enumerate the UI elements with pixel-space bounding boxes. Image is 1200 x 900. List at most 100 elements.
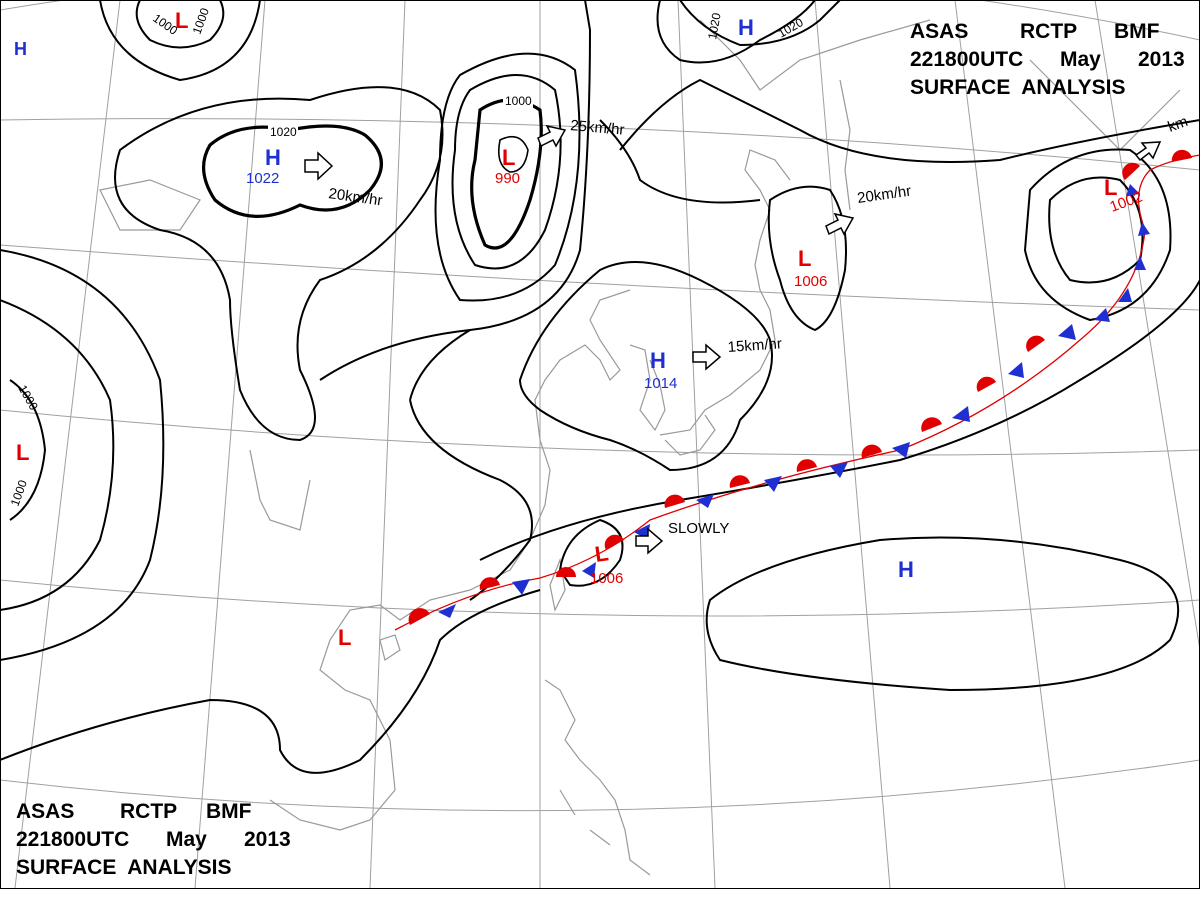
speed-korea-high: 15km/hr bbox=[727, 335, 782, 356]
warm-bump bbox=[604, 534, 624, 550]
coastline-philippines bbox=[544, 679, 651, 876]
warm-bump bbox=[1171, 149, 1192, 162]
cold-triangle bbox=[1008, 362, 1024, 378]
isobar-long-north bbox=[319, 0, 592, 381]
low-hokkaido-pressure: 1006 bbox=[794, 273, 827, 290]
warm-bump bbox=[796, 459, 817, 472]
speed-mongolia-low: 25km/hr bbox=[570, 117, 625, 139]
low-southchina-symbol: L bbox=[338, 625, 351, 650]
warm-front-bumps bbox=[408, 149, 1192, 625]
isobar-mongolia-inner bbox=[497, 135, 529, 173]
isobar-north-top bbox=[656, 0, 816, 64]
movement-arrows bbox=[304, 124, 1162, 555]
isobar-west-long bbox=[0, 249, 165, 661]
footer-line1-a: ASAS bbox=[16, 800, 74, 823]
longitude-line bbox=[369, 0, 406, 889]
isobar-label: 1000 bbox=[15, 383, 41, 413]
coastline-kyushu bbox=[664, 414, 716, 456]
high-topright-symbol: H bbox=[738, 15, 754, 40]
arrow-china-high bbox=[304, 151, 334, 181]
speed-china-high: 20km/hr bbox=[327, 185, 383, 209]
low-taiwan-symbol: L bbox=[593, 540, 610, 567]
cold-triangle bbox=[582, 562, 596, 578]
warm-bump bbox=[479, 577, 500, 590]
longitude-line bbox=[1094, 0, 1200, 651]
latitude-line bbox=[0, 0, 1200, 41]
speed-kamchatka-low: km bbox=[1166, 113, 1191, 136]
warm-bump bbox=[556, 567, 576, 577]
longitude-line bbox=[194, 0, 266, 889]
isobar-kamchatka-mid bbox=[1023, 148, 1172, 322]
coastline-hainan bbox=[379, 634, 401, 661]
arrow-kamchatka-low bbox=[1134, 141, 1162, 162]
header-line3: SURFACE ANALYSIS bbox=[910, 76, 1126, 99]
warm-bump bbox=[921, 417, 942, 432]
high-topleft-symbol: H bbox=[14, 39, 27, 59]
footer-line1-b: RCTP bbox=[120, 800, 177, 823]
arrow-mongolia-low bbox=[537, 124, 567, 148]
cold-triangle bbox=[438, 604, 456, 618]
cold-triangle bbox=[1058, 324, 1076, 340]
arrow-korea-high bbox=[692, 343, 722, 371]
isobars bbox=[0, 0, 1200, 774]
cold-front-triangles bbox=[438, 184, 1150, 618]
cold-triangle bbox=[1118, 288, 1132, 302]
low-taiwan-pressure: 1006 bbox=[590, 570, 623, 587]
warm-bump bbox=[729, 475, 750, 488]
low-mongolia-pressure: 990 bbox=[495, 170, 520, 187]
high-pacific-symbol: H bbox=[898, 557, 914, 582]
arrow-hokkaido-low bbox=[825, 212, 855, 236]
low-topleft-symbol: L bbox=[175, 8, 188, 33]
latitude-line bbox=[0, 244, 1200, 311]
longitude-line bbox=[677, 0, 716, 889]
isobar-west-low bbox=[9, 379, 47, 521]
cold-triangle bbox=[1126, 184, 1140, 196]
cold-triangle bbox=[830, 462, 848, 478]
isobar-west-low-outer bbox=[0, 299, 115, 611]
header-line1-a: ASAS bbox=[910, 20, 968, 43]
coastline-taiwan bbox=[549, 557, 566, 612]
cold-triangle bbox=[696, 494, 714, 508]
isobar-north-wave bbox=[599, 78, 1200, 204]
low-west-symbol: L bbox=[16, 440, 29, 465]
low-hokkaido-symbol: L bbox=[798, 246, 811, 271]
coastline-vietnam bbox=[269, 639, 396, 831]
header-line2-a: 221800UTC bbox=[910, 48, 1023, 71]
coastline-japan bbox=[659, 149, 791, 436]
footer-line2-c: 2013 bbox=[244, 828, 291, 851]
isobar-label: 1020 bbox=[270, 125, 297, 139]
longitude-line bbox=[954, 0, 1066, 889]
high-korea-symbol: H bbox=[650, 348, 666, 373]
coastline-kamchatka bbox=[1029, 59, 1181, 151]
isobar-label: 1020 bbox=[705, 11, 723, 40]
coastline-korea bbox=[629, 344, 666, 432]
isobar-mongolia-2 bbox=[434, 52, 581, 302]
longitude-line bbox=[814, 0, 891, 889]
isobar-korea-high bbox=[518, 261, 773, 472]
speed-hokkaido-low: 20km/hr bbox=[856, 183, 912, 207]
isobar-pacific-high bbox=[705, 536, 1180, 692]
high-korea-pressure: 1014 bbox=[644, 375, 677, 392]
isobar-mongolia-1 bbox=[451, 74, 562, 270]
stationary-front bbox=[394, 149, 1200, 631]
movement-labels: 20km/hr 25km/hr 15km/hr 20km/hr SLOWLY k… bbox=[327, 113, 1190, 537]
header-line1-b: RCTP bbox=[1020, 20, 1077, 43]
isobar-pacific-outer bbox=[479, 279, 1200, 561]
isobar-topleft-low bbox=[135, 0, 225, 49]
speed-taiwan-low: SLOWLY bbox=[668, 520, 729, 537]
isobar-south-long bbox=[0, 589, 541, 774]
cold-triangle bbox=[512, 579, 530, 595]
latitude-line bbox=[0, 759, 1200, 812]
warm-bump bbox=[1026, 335, 1045, 352]
high-china-symbol: H bbox=[265, 145, 281, 170]
warm-bump bbox=[1122, 162, 1140, 180]
coastline-okhotsk bbox=[699, 19, 931, 91]
isobar-topright bbox=[679, 0, 841, 47]
warm-bump bbox=[408, 608, 430, 625]
isobar-china-high-outer bbox=[114, 86, 444, 442]
coastline-sakhalin bbox=[839, 79, 851, 211]
header-line1-c: BMF bbox=[1114, 20, 1160, 43]
header-bottom-left: ASAS RCTP BMF 221800UTC May 2013 SURFACE… bbox=[16, 800, 291, 879]
coastline-bay bbox=[249, 449, 311, 531]
